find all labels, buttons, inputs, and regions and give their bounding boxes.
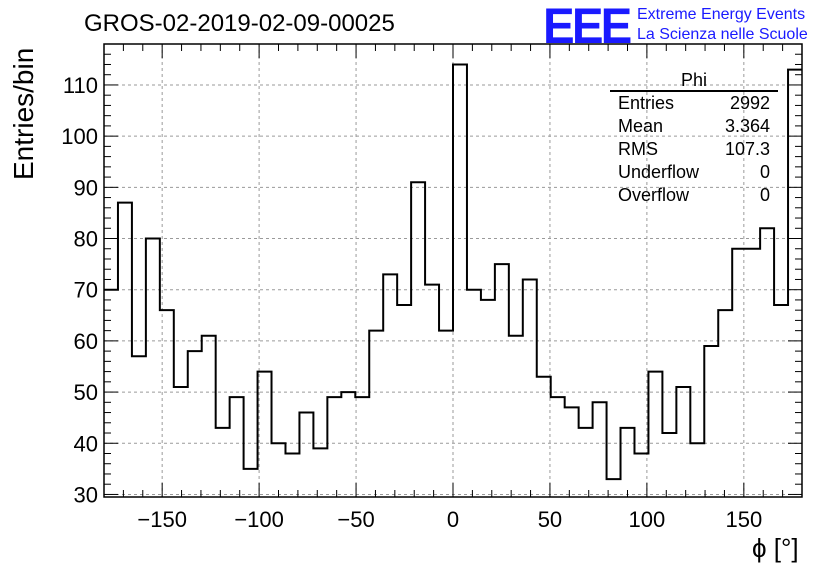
- logo-line-1: Extreme Energy Events: [637, 6, 806, 23]
- histogram-bin: [676, 387, 690, 497]
- stats-value: 107.3: [724, 139, 770, 159]
- histogram-bin: [634, 453, 648, 497]
- y-tick-label: 80: [74, 227, 98, 252]
- stats-row-mean: Mean 3.364: [610, 116, 778, 139]
- y-tick-label: 40: [74, 431, 98, 456]
- histogram-bin: [509, 336, 523, 497]
- stats-value: 2992: [729, 93, 770, 113]
- stats-rule: [610, 90, 778, 92]
- histogram-bin: [425, 285, 439, 497]
- y-tick-label: 90: [74, 175, 98, 200]
- histogram-bin: [369, 331, 383, 497]
- y-tick-label: 100: [61, 124, 98, 149]
- stats-label: Underflow: [618, 162, 700, 182]
- histogram-bin: [355, 397, 369, 497]
- stats-row-rms: RMS 107.3: [610, 139, 778, 162]
- histogram-bin: [132, 356, 146, 497]
- histogram-bin: [327, 397, 341, 497]
- histogram-outline: [104, 63, 802, 481]
- histogram-bin: [272, 443, 286, 497]
- x-tick-label: −100: [234, 507, 284, 532]
- plot-frame: [103, 43, 803, 498]
- stats-label: Entries: [618, 93, 675, 113]
- histogram-bin: [690, 443, 704, 497]
- x-tick-label: 50: [538, 507, 562, 532]
- stats-row-entries: Entries 2992: [610, 93, 778, 116]
- histogram-bin: [216, 428, 230, 497]
- x-tick-label: −150: [137, 507, 187, 532]
- histogram-bin: [648, 372, 662, 497]
- stats-row-underflow: Underflow 0: [610, 162, 778, 185]
- y-tick-label: 110: [63, 73, 98, 98]
- axis-ticks: [104, 43, 802, 497]
- histogram-bin: [411, 182, 425, 497]
- histogram-bin: [551, 397, 565, 497]
- stats-row-overflow: Overflow 0: [610, 185, 778, 208]
- stats-label: Mean: [618, 116, 664, 136]
- histogram-bin: [202, 336, 216, 497]
- y-axis-label: Entries/bin: [8, 47, 39, 180]
- histogram-bin: [565, 407, 579, 497]
- y-tick-label: 30: [74, 482, 98, 507]
- histogram-bin: [760, 228, 774, 497]
- x-axis-label: ϕ [°]: [752, 533, 799, 563]
- histogram-bin: [579, 428, 593, 497]
- x-tick-label: 100: [629, 507, 666, 532]
- histogram-bin: [621, 428, 635, 497]
- histogram-bin: [230, 397, 244, 497]
- histogram-bin: [341, 392, 355, 497]
- histogram-bin: [593, 402, 607, 497]
- y-tick-label: 50: [74, 380, 98, 405]
- histogram-bin: [523, 279, 537, 497]
- histogram-bin: [467, 290, 481, 497]
- logo-line-2: La Scienza nelle Scuole: [637, 26, 808, 43]
- histogram-bin: [439, 331, 453, 497]
- chart-title: GROS-02-2019-02-09-00025: [84, 10, 395, 37]
- y-tick-label: 60: [74, 329, 98, 354]
- histogram-bin: [704, 346, 718, 497]
- histogram-bin: [397, 305, 411, 497]
- stats-value: 0: [759, 162, 770, 182]
- histogram-bin: [299, 413, 313, 497]
- histogram-bin: [244, 469, 258, 497]
- histogram-bin: [313, 448, 327, 497]
- x-tick-label: 150: [725, 507, 762, 532]
- histogram-bin: [481, 300, 495, 497]
- histogram-bin: [774, 305, 788, 497]
- tick-labels: −150 −100 −50 0 50 100 150 30 40 50 60 70 80 90 100 110: [61, 73, 762, 532]
- histogram-bin: [146, 239, 160, 497]
- histogram-series: [104, 63, 802, 497]
- stats-label: RMS: [618, 139, 658, 159]
- histogram-bin: [746, 249, 760, 497]
- x-tick-label: −50: [337, 507, 374, 532]
- histogram-bin: [718, 310, 732, 497]
- y-tick-label: 70: [74, 278, 98, 303]
- histogram-bin: [258, 372, 272, 497]
- histogram-bin: [285, 453, 299, 497]
- x-tick-label: 0: [447, 507, 459, 532]
- stats-value: 3.364: [724, 116, 770, 136]
- histogram-bin: [453, 64, 467, 497]
- eee-logo: EEE: [543, 0, 632, 54]
- stats-value: 0: [759, 185, 770, 205]
- histogram-bin: [118, 203, 132, 497]
- histogram-bin: [188, 351, 202, 497]
- histogram-bin: [662, 433, 676, 497]
- histogram-bin: [174, 387, 188, 497]
- stats-name: Phi: [680, 70, 707, 90]
- histogram-bin: [537, 377, 551, 497]
- histogram-bin: [495, 264, 509, 497]
- stats-label: Overflow: [618, 185, 690, 205]
- stats-box: Phi Entries 2992 Mean 3.364 RMS 107.3 Under…: [610, 70, 778, 208]
- histogram-bin: [383, 274, 397, 497]
